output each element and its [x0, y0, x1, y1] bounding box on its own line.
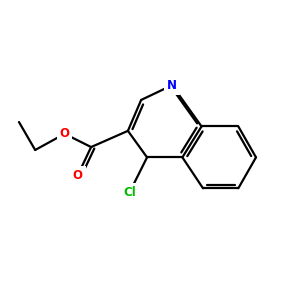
Text: O: O	[60, 127, 70, 140]
Text: Cl: Cl	[123, 186, 136, 199]
Text: N: N	[167, 79, 177, 92]
Text: O: O	[73, 169, 83, 182]
